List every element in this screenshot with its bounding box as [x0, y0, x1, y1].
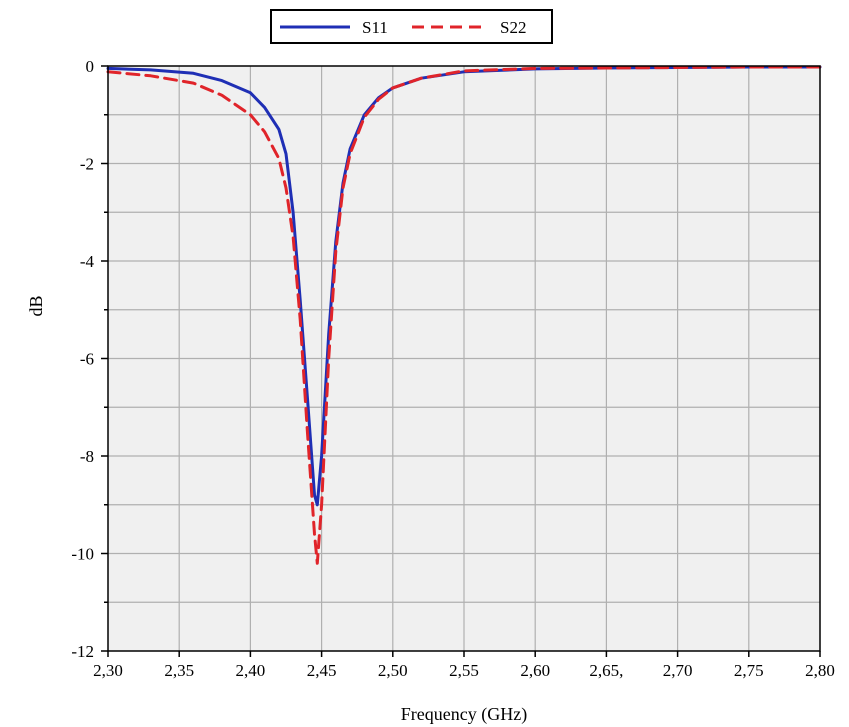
x-tick-label: 2,65,	[589, 661, 623, 680]
y-tick-labels: 0 -2 -4 -6 -8 -10 -12	[71, 57, 94, 661]
x-tick-label: 2,80	[805, 661, 835, 680]
y-tick-label: -4	[80, 252, 95, 271]
legend: S11 S22	[270, 9, 553, 44]
legend-label-s11: S11	[362, 18, 388, 37]
y-tick-label: -2	[80, 155, 94, 174]
y-axis-title: dB	[26, 295, 46, 316]
y-tick-label: -10	[71, 545, 94, 564]
x-tick-label: 2,70	[663, 661, 693, 680]
series-line-s22	[106, 65, 822, 565]
x-axis-title: Frequency (GHz)	[401, 704, 527, 725]
x-tick-label: 2,50	[378, 661, 408, 680]
axis-ticks	[101, 65, 821, 657]
legend-label-s22: S22	[500, 18, 526, 37]
x-tick-labels: 2,30 2,35 2,40 2,45 2,50 2,55 2,60 2,65, 2,70 2,7…	[93, 661, 835, 680]
x-tick-label: 2,60	[520, 661, 550, 680]
x-tick-label: 2,30	[93, 661, 123, 680]
x-tick-label: 2,40	[236, 661, 266, 680]
series-lines	[106, 65, 822, 565]
x-tick-label: 2,55	[449, 661, 479, 680]
x-tick-label: 2,75	[734, 661, 764, 680]
grid-lines	[108, 66, 820, 651]
x-tick-label: 2,35	[164, 661, 194, 680]
y-tick-label: -8	[80, 447, 94, 466]
series-line-s11	[106, 65, 822, 507]
y-tick-label: -6	[80, 350, 94, 369]
x-tick-label: 2,45	[307, 661, 337, 680]
y-tick-label: 0	[86, 57, 95, 76]
y-tick-label: -12	[71, 642, 94, 661]
